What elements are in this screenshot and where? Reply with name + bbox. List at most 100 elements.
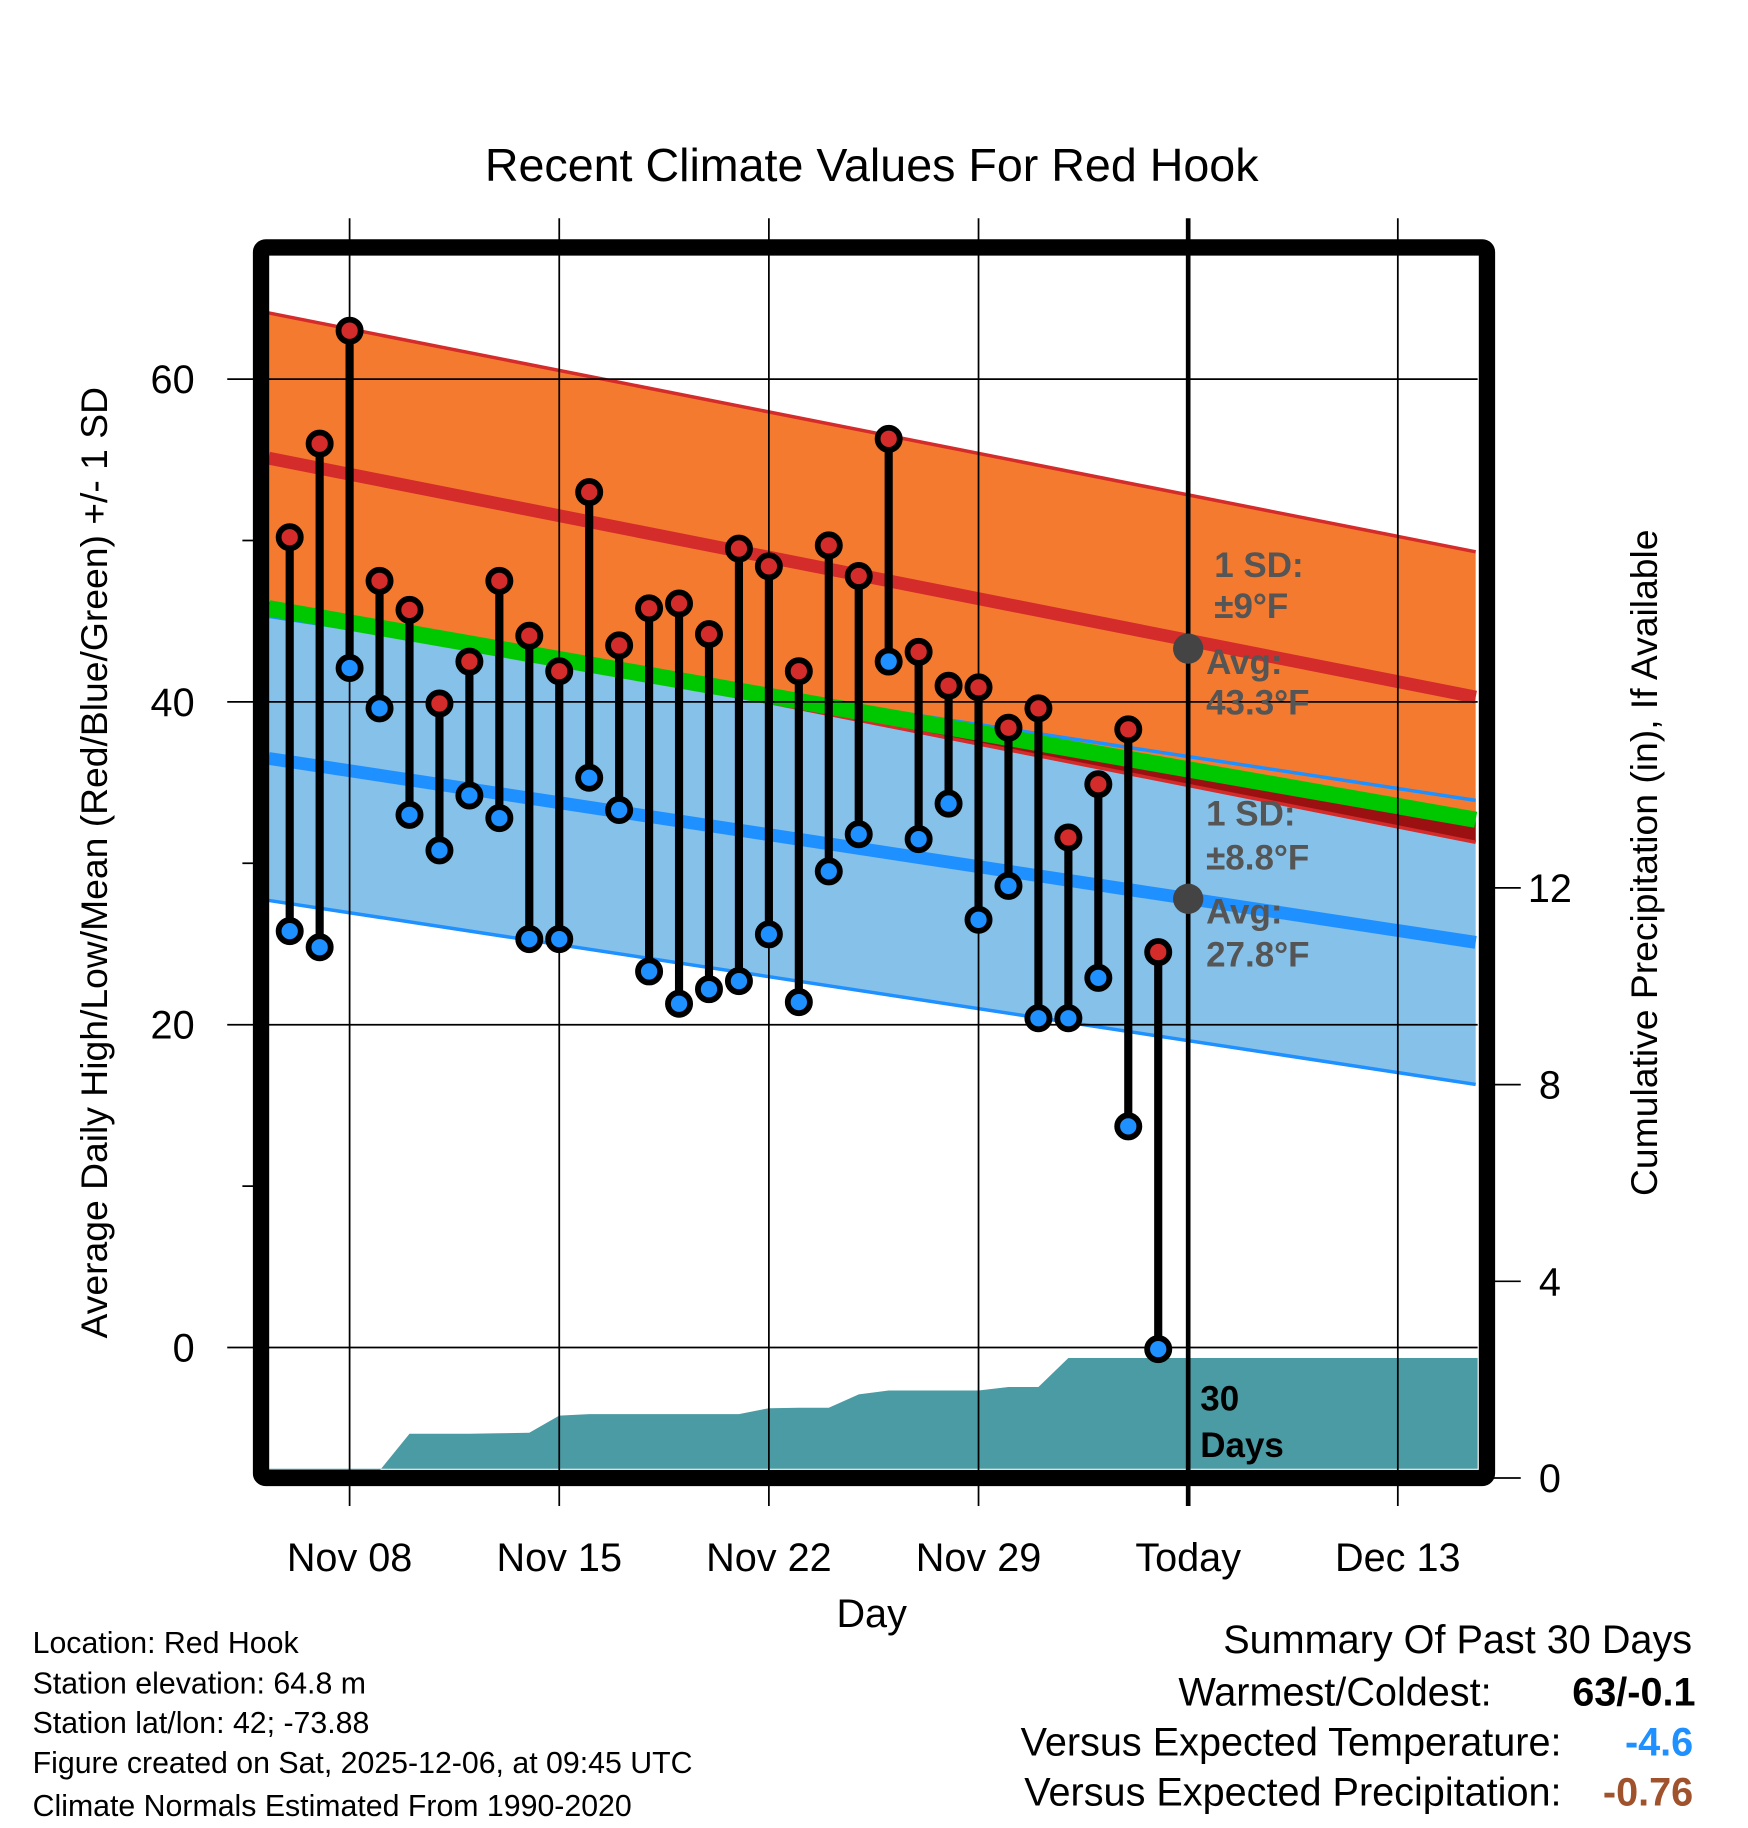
x-tick-label: Nov 15: [496, 1536, 622, 1580]
high-point: [724, 534, 753, 563]
high-point: [1084, 770, 1113, 799]
high-sd-value: ±9°F: [1214, 587, 1288, 626]
low-point: [635, 957, 664, 986]
high-point: [275, 523, 304, 552]
y-tick-label: 0: [173, 1326, 195, 1370]
x-tick-label: Nov 29: [916, 1536, 1042, 1580]
high-point: [575, 478, 604, 507]
high-upper-sd-line: [268, 311, 1477, 554]
high-point: [844, 562, 873, 591]
plot-frame: [252, 239, 1496, 1487]
y-tick-label: 40: [151, 681, 195, 725]
high-point: [904, 637, 933, 666]
high-point: [365, 566, 394, 595]
high-point: [635, 594, 664, 623]
low-point: [455, 781, 484, 810]
high-point: [485, 566, 514, 595]
low-point: [874, 647, 903, 676]
created-text: Figure created on Sat, 2025-12-06, at 09…: [33, 1747, 693, 1780]
high-point: [1114, 715, 1143, 744]
high-point: [1054, 823, 1083, 852]
low-point: [1054, 1004, 1083, 1033]
y2-tick-label: 8: [1539, 1064, 1561, 1108]
latlon-text: Station lat/lon: 42; -73.88: [33, 1707, 370, 1740]
y2-tick-label: 12: [1528, 867, 1572, 911]
high-point: [814, 531, 843, 560]
y2-tick-label: 4: [1539, 1260, 1561, 1304]
high-point: [934, 671, 963, 700]
low-point: [1144, 1335, 1173, 1364]
warm-cold-value: 63/-0.1: [1572, 1670, 1695, 1714]
high-point: [395, 595, 424, 624]
low-point: [305, 933, 334, 962]
y-tick-label: 60: [151, 358, 195, 402]
low-point: [485, 804, 514, 833]
chart-title: Recent Climate Values For Red Hook: [485, 139, 1259, 191]
x-tick-label: Dec 13: [1335, 1536, 1461, 1580]
low-sd-value: ±8.8°F: [1206, 839, 1309, 878]
high-point: [964, 673, 993, 702]
high-point: [335, 316, 364, 345]
high-point: [665, 589, 694, 618]
precip-label: Versus Expected Precipitation:: [1024, 1770, 1561, 1814]
high-point: [515, 621, 544, 650]
low-point: [605, 796, 634, 825]
x-tick-label: Nov 22: [706, 1536, 832, 1580]
low-point: [1084, 963, 1113, 992]
high-point: [1144, 938, 1173, 967]
high-point: [425, 689, 454, 718]
low-point: [545, 925, 574, 954]
warm-cold-label: Warmest/Coldest:: [1178, 1670, 1491, 1714]
elevation-text: Station elevation: 64.8 m: [33, 1668, 366, 1701]
low-point: [994, 871, 1023, 900]
low-point: [365, 694, 394, 723]
high-point: [455, 647, 484, 676]
high-point: [695, 620, 723, 649]
y2-tick-label: 0: [1539, 1457, 1561, 1501]
high-point: [1024, 694, 1053, 723]
low-point: [575, 763, 604, 792]
high-point: [605, 631, 634, 660]
days-label-2: Days: [1200, 1426, 1284, 1465]
high-avg-label: Avg:: [1206, 643, 1282, 682]
low-avg-marker: [1173, 883, 1204, 914]
summary-panel: Summary Of Past 30 Days Warmest/Coldest:…: [1021, 1618, 1696, 1815]
location-text: Location: Red Hook: [33, 1627, 300, 1660]
y-axis-label: Average Daily High/Low/Mean (Red/Blue/Gr…: [73, 387, 115, 1338]
station-info: Location: Red Hook Station elevation: 64…: [33, 1627, 693, 1823]
low-point: [934, 789, 963, 818]
low-point: [784, 988, 813, 1017]
high-point: [994, 713, 1023, 742]
days-label: 30: [1200, 1379, 1239, 1418]
x-axis-label: Day: [836, 1592, 907, 1636]
low-avg-label: Avg:: [1206, 892, 1282, 931]
low-point: [695, 975, 723, 1004]
summary-title: Summary Of Past 30 Days: [1223, 1618, 1692, 1662]
high-avg-value: 43.3°F: [1206, 684, 1309, 723]
high-sd-label: 1 SD:: [1214, 546, 1303, 585]
high-point: [545, 657, 574, 686]
low-point: [425, 836, 454, 865]
low-point: [904, 825, 933, 854]
y-tick-label: 20: [151, 1004, 195, 1048]
low-point: [724, 967, 753, 996]
low-point: [1114, 1112, 1143, 1141]
low-point: [1024, 1004, 1053, 1033]
low-point: [275, 917, 304, 946]
low-lower-sd-line: [268, 898, 1476, 1087]
high-point: [754, 552, 783, 581]
precip-value: -0.76: [1603, 1770, 1693, 1814]
high-point: [305, 429, 334, 458]
low-point: [515, 925, 544, 954]
x-tick-label: Today: [1135, 1536, 1241, 1580]
normals-text: Climate Normals Estimated From 1990-2020: [33, 1790, 632, 1823]
high-point: [874, 424, 903, 453]
precip-area: [268, 1358, 1478, 1479]
temp-label: Versus Expected Temperature:: [1021, 1720, 1562, 1764]
low-point: [964, 905, 993, 934]
low-point: [844, 820, 873, 849]
low-point: [395, 800, 424, 829]
low-point: [754, 920, 783, 949]
low-point: [335, 654, 364, 682]
